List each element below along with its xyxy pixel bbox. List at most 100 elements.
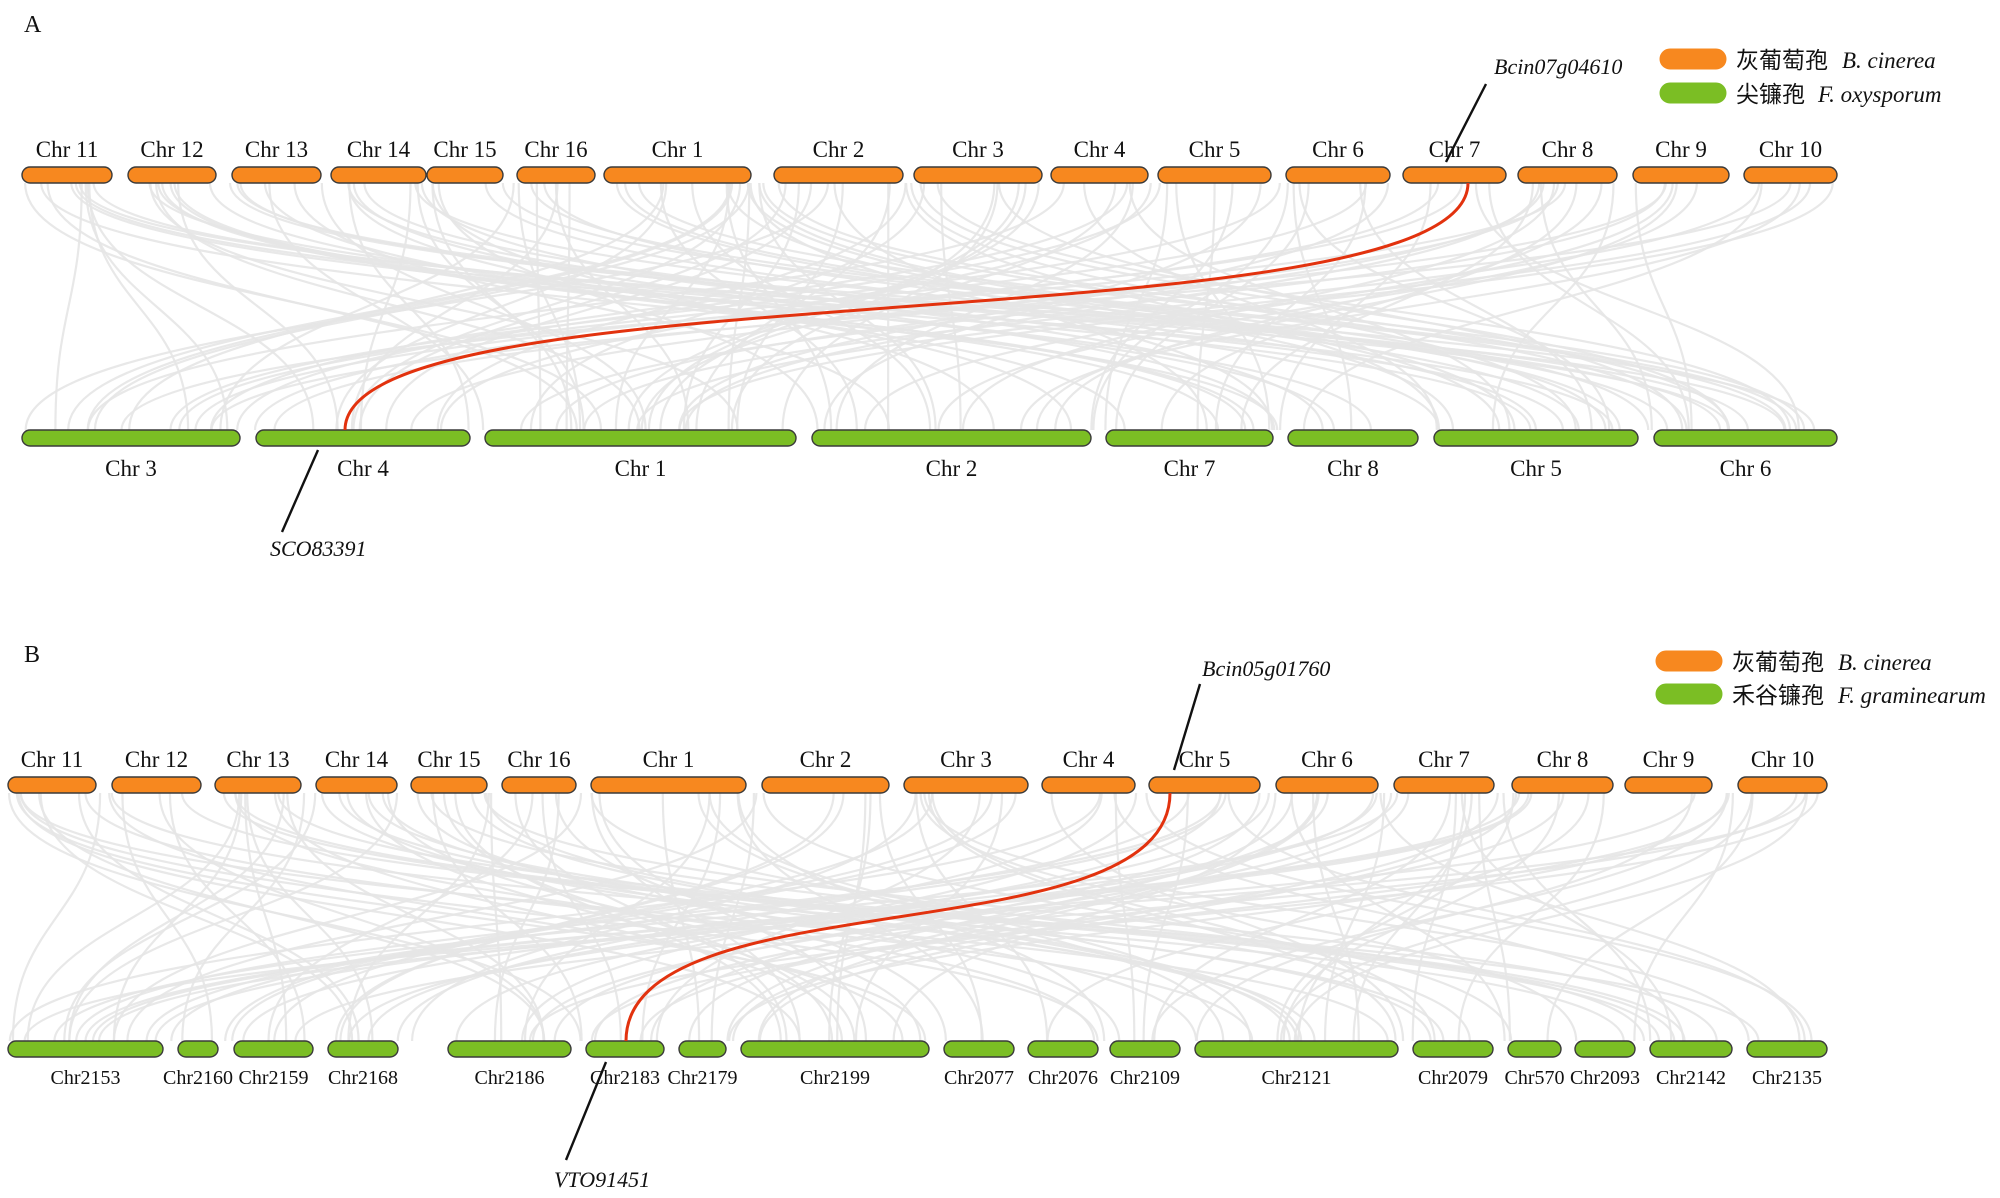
panel-b: Chr 11 Chr 12 Chr 13 Chr 14 Chr 15 Chr 16 Chr … [7,642,1986,1192]
chromosome-bar-chr2168 [327,1040,399,1058]
chromosome-label: Chr2135 [1752,1067,1822,1089]
chromosome-bar-chr-2 [811,429,1092,447]
highlight-link [343,182,1470,431]
highlight-b: Bcin05g01760 VTO91451 [554,656,1330,1192]
chromosome-bar-chr-4 [1050,166,1149,184]
bottom-chromosomes-a: Chr 3 Chr 4 Chr 1 Chr 2 Chr 7 Chr 8 Chr 5 Chr 6 [21,429,1838,481]
chromosome-label: Chr 6 [1720,456,1772,481]
synteny-link [347,792,490,1042]
synteny-link [68,792,399,1042]
chromosome-label: Chr 11 [21,747,83,772]
synteny-link [120,182,1567,431]
synteny-link [727,182,751,431]
synteny-link [169,182,1220,431]
chromosome-label: Chr2153 [51,1067,121,1089]
synteny-link [1240,182,1534,431]
background-links-b [7,792,1819,1042]
chromosome-bar-chr-15 [426,166,504,184]
synteny-link [352,182,742,431]
chromosome-bar-chr2076 [1027,1040,1099,1058]
synteny-link [17,792,801,1042]
synteny-link [277,792,1686,1042]
chromosome-bar-chr-9 [1624,776,1713,794]
chromosome-label: Chr 2 [800,747,852,772]
chromosome-label: Chr 5 [1510,456,1562,481]
synteny-link [416,792,1121,1042]
highlight-a: Bcin07g04610 SCO83391 [270,54,1622,561]
synteny-link [638,182,1806,431]
chromosome-label: Chr 3 [105,456,157,481]
synteny-link [678,182,1390,431]
legend-species-name: B. cinerea [1842,48,1936,73]
synteny-link [126,792,758,1042]
synteny-link [177,182,339,431]
chromosome-label: Chr 15 [417,747,480,772]
synteny-link [936,182,1792,431]
chromosome-bar-chr2160 [177,1040,219,1058]
synteny-link [531,792,1393,1042]
synteny-link [1457,792,1605,1042]
chromosome-bar-chr-13 [214,776,302,794]
chromosome-label: Chr2186 [475,1067,545,1089]
legend-cn-name: 灰葡萄孢 [1736,48,1828,74]
chromosome-label: Chr 8 [1542,137,1594,162]
synteny-link [396,792,1103,1042]
synteny-link [471,792,1291,1042]
chromosome-bar-chr2109 [1109,1040,1181,1058]
gene-pointer-line [280,449,320,533]
synteny-link [1092,182,1289,431]
top-chromosomes-a: Chr 11 Chr 12 Chr 13 Chr 14 Chr 15 Chr 16 Chr … [21,137,1838,184]
synteny-link [91,792,1530,1042]
synteny-link [1546,792,1754,1042]
chromosome-bar-chr-16 [516,166,596,184]
chromosome-label: Chr 1 [652,137,704,162]
chromosome-label: Chr2109 [1110,1067,1180,1089]
synteny-link [19,792,1389,1042]
bottom-chromosomes-b: Chr2153 Chr2160 Chr2159 Chr2168 Chr2186 Chr21… [7,1040,1828,1089]
chromosome-bar-chr-4 [255,429,471,447]
top-gene-label: Bcin07g04610 [1494,54,1622,79]
chromosome-label: Chr 9 [1655,137,1707,162]
chromosome-bar-chr-2 [773,166,904,184]
synteny-link [910,182,1577,431]
chromosome-label: Chr 1 [643,747,695,772]
chromosome-label: Chr 1 [615,456,667,481]
chromosome-bar-chr-12 [111,776,202,794]
synteny-link [554,182,690,431]
chromosome-bar-chr2153 [7,1040,164,1058]
chromosome-bar-chr-3 [21,429,241,447]
synteny-link [293,182,891,431]
chromosome-bar-chr-6 [1285,166,1391,184]
synteny-link [320,182,647,431]
synteny-link [682,182,800,431]
synteny-link [836,792,867,1042]
synteny-link [84,182,229,431]
legend-b: 灰葡萄孢 B. cinerea 禾谷镰孢 F. graminearum [1655,650,1986,709]
chromosome-label: Chr 14 [347,137,411,162]
synteny-link [1046,792,1590,1042]
chromosome-bar-chr-12 [127,166,217,184]
synteny-link [639,792,1565,1042]
synteny-link [1460,792,1673,1042]
chromosome-label: Chr 15 [433,137,496,162]
synteny-link [749,182,1274,431]
synteny-link [88,182,190,431]
chromosome-label: Chr 14 [325,747,389,772]
synteny-link [86,182,315,431]
synteny-link [11,792,102,1042]
synteny-link [8,792,1102,1042]
synteny-link [1276,792,1515,1042]
chromosome-bar-chr-8 [1517,166,1618,184]
chromosome-label: Chr 4 [1074,137,1126,162]
synteny-link [892,792,1277,1042]
chromosome-bar-chr-1 [484,429,797,447]
chromosome-label: Chr 5 [1179,747,1231,772]
synteny-link [1153,792,1452,1042]
synteny-link [997,182,1684,431]
chromosome-bar-chr-6 [1653,429,1838,447]
chromosome-bar-chr-1 [603,166,752,184]
synteny-link [615,182,1607,431]
synteny-link [523,792,711,1042]
synteny-link [63,792,317,1042]
